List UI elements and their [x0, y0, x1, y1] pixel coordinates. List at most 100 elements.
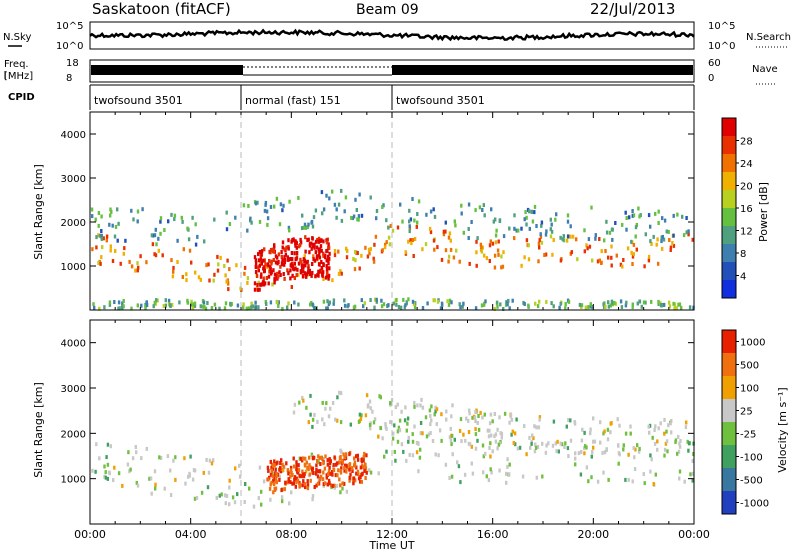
colorbar-tick-label: -1000: [740, 499, 769, 510]
data-cell: [289, 257, 293, 261]
data-cell: [275, 274, 278, 279]
data-cell: [206, 301, 209, 305]
data-cell: [303, 259, 307, 264]
data-cell: [353, 456, 356, 461]
data-cell: [105, 234, 109, 239]
data-cell: [339, 483, 342, 488]
data-cell: [479, 410, 482, 415]
data-cell: [527, 257, 531, 262]
data-cell: [527, 303, 530, 308]
data-cell: [498, 468, 501, 473]
data-cell: [154, 486, 157, 491]
data-cell: [449, 438, 453, 443]
data-cell: [300, 260, 303, 265]
data-cell: [333, 249, 337, 253]
data-cell: [267, 274, 271, 279]
data-cell: [242, 305, 245, 310]
data-cell: [251, 304, 255, 309]
data-cell: [355, 471, 358, 476]
data-cell: [216, 254, 219, 259]
data-cell: [477, 414, 480, 418]
data-cell: [100, 233, 103, 238]
data-cell: [631, 479, 634, 484]
data-cell: [608, 230, 612, 235]
data-cell: [270, 261, 273, 266]
data-cell: [184, 481, 187, 486]
data-cell: [153, 469, 157, 474]
data-cell: [567, 417, 570, 422]
data-cell: [475, 263, 478, 268]
data-cell: [605, 447, 608, 452]
data-cell: [523, 302, 526, 306]
data-cell: [273, 204, 276, 209]
data-cell: [263, 269, 266, 274]
data-cell: [355, 208, 358, 212]
data-cell: [321, 477, 325, 482]
data-cell: [474, 427, 477, 432]
data-cell: [615, 253, 618, 258]
data-cell: [451, 433, 454, 438]
data-cell: [558, 305, 561, 310]
data-cell: [242, 302, 245, 307]
data-cell: [411, 432, 414, 437]
data-cell: [409, 238, 412, 243]
data-cell: [547, 441, 550, 446]
data-cell: [303, 271, 307, 276]
data-cell: [247, 306, 251, 311]
data-cell: [327, 414, 331, 419]
data-cell: [351, 216, 354, 221]
data-cell: [316, 481, 320, 486]
data-cell: [337, 249, 340, 254]
data-cell: [417, 199, 421, 204]
data-cell: [604, 249, 607, 253]
data-cell: [685, 420, 688, 425]
data-cell: [302, 479, 305, 484]
data-cell: [653, 428, 656, 432]
data-cell: [393, 423, 396, 428]
data-cell: [620, 305, 624, 310]
data-cell: [543, 253, 546, 257]
data-cell: [413, 424, 416, 429]
data-cell: [381, 248, 384, 253]
data-cell: [510, 432, 513, 437]
data-cell: [283, 255, 286, 260]
data-cell: [401, 219, 404, 224]
data-cell: [536, 304, 540, 309]
data-cell: [686, 439, 689, 444]
data-cell: [303, 482, 307, 487]
x-tick-label: 00:00: [74, 528, 106, 541]
data-cell: [331, 401, 335, 405]
data-cell: [372, 420, 376, 425]
data-cell: [372, 256, 375, 261]
data-cell: [513, 431, 517, 436]
data-cell: [525, 222, 528, 227]
data-cell: [559, 441, 562, 446]
data-cell: [271, 282, 274, 287]
data-cell: [570, 250, 573, 255]
data-cell: [419, 421, 423, 425]
data-cell: [487, 434, 491, 439]
data-cell: [405, 458, 408, 463]
data-cell: [335, 207, 338, 212]
data-cell: [130, 264, 134, 269]
data-cell: [145, 260, 148, 265]
data-cell: [683, 479, 686, 484]
data-cell: [273, 249, 276, 254]
data-cell: [282, 203, 285, 208]
data-cell: [315, 483, 318, 488]
data-cell: [311, 262, 314, 266]
data-cell: [513, 213, 516, 218]
data-cell: [238, 474, 242, 479]
data-cell: [186, 298, 189, 303]
data-cell: [248, 486, 251, 491]
data-cell: [327, 261, 330, 266]
data-cell: [619, 299, 623, 304]
data-cell: [338, 477, 341, 482]
data-cell: [667, 229, 670, 234]
data-cell: [253, 287, 257, 292]
data-cell: [295, 241, 298, 246]
data-cell: [575, 237, 578, 242]
data-cell: [585, 445, 588, 450]
data-cell: [343, 298, 346, 303]
data-cell: [663, 431, 666, 436]
